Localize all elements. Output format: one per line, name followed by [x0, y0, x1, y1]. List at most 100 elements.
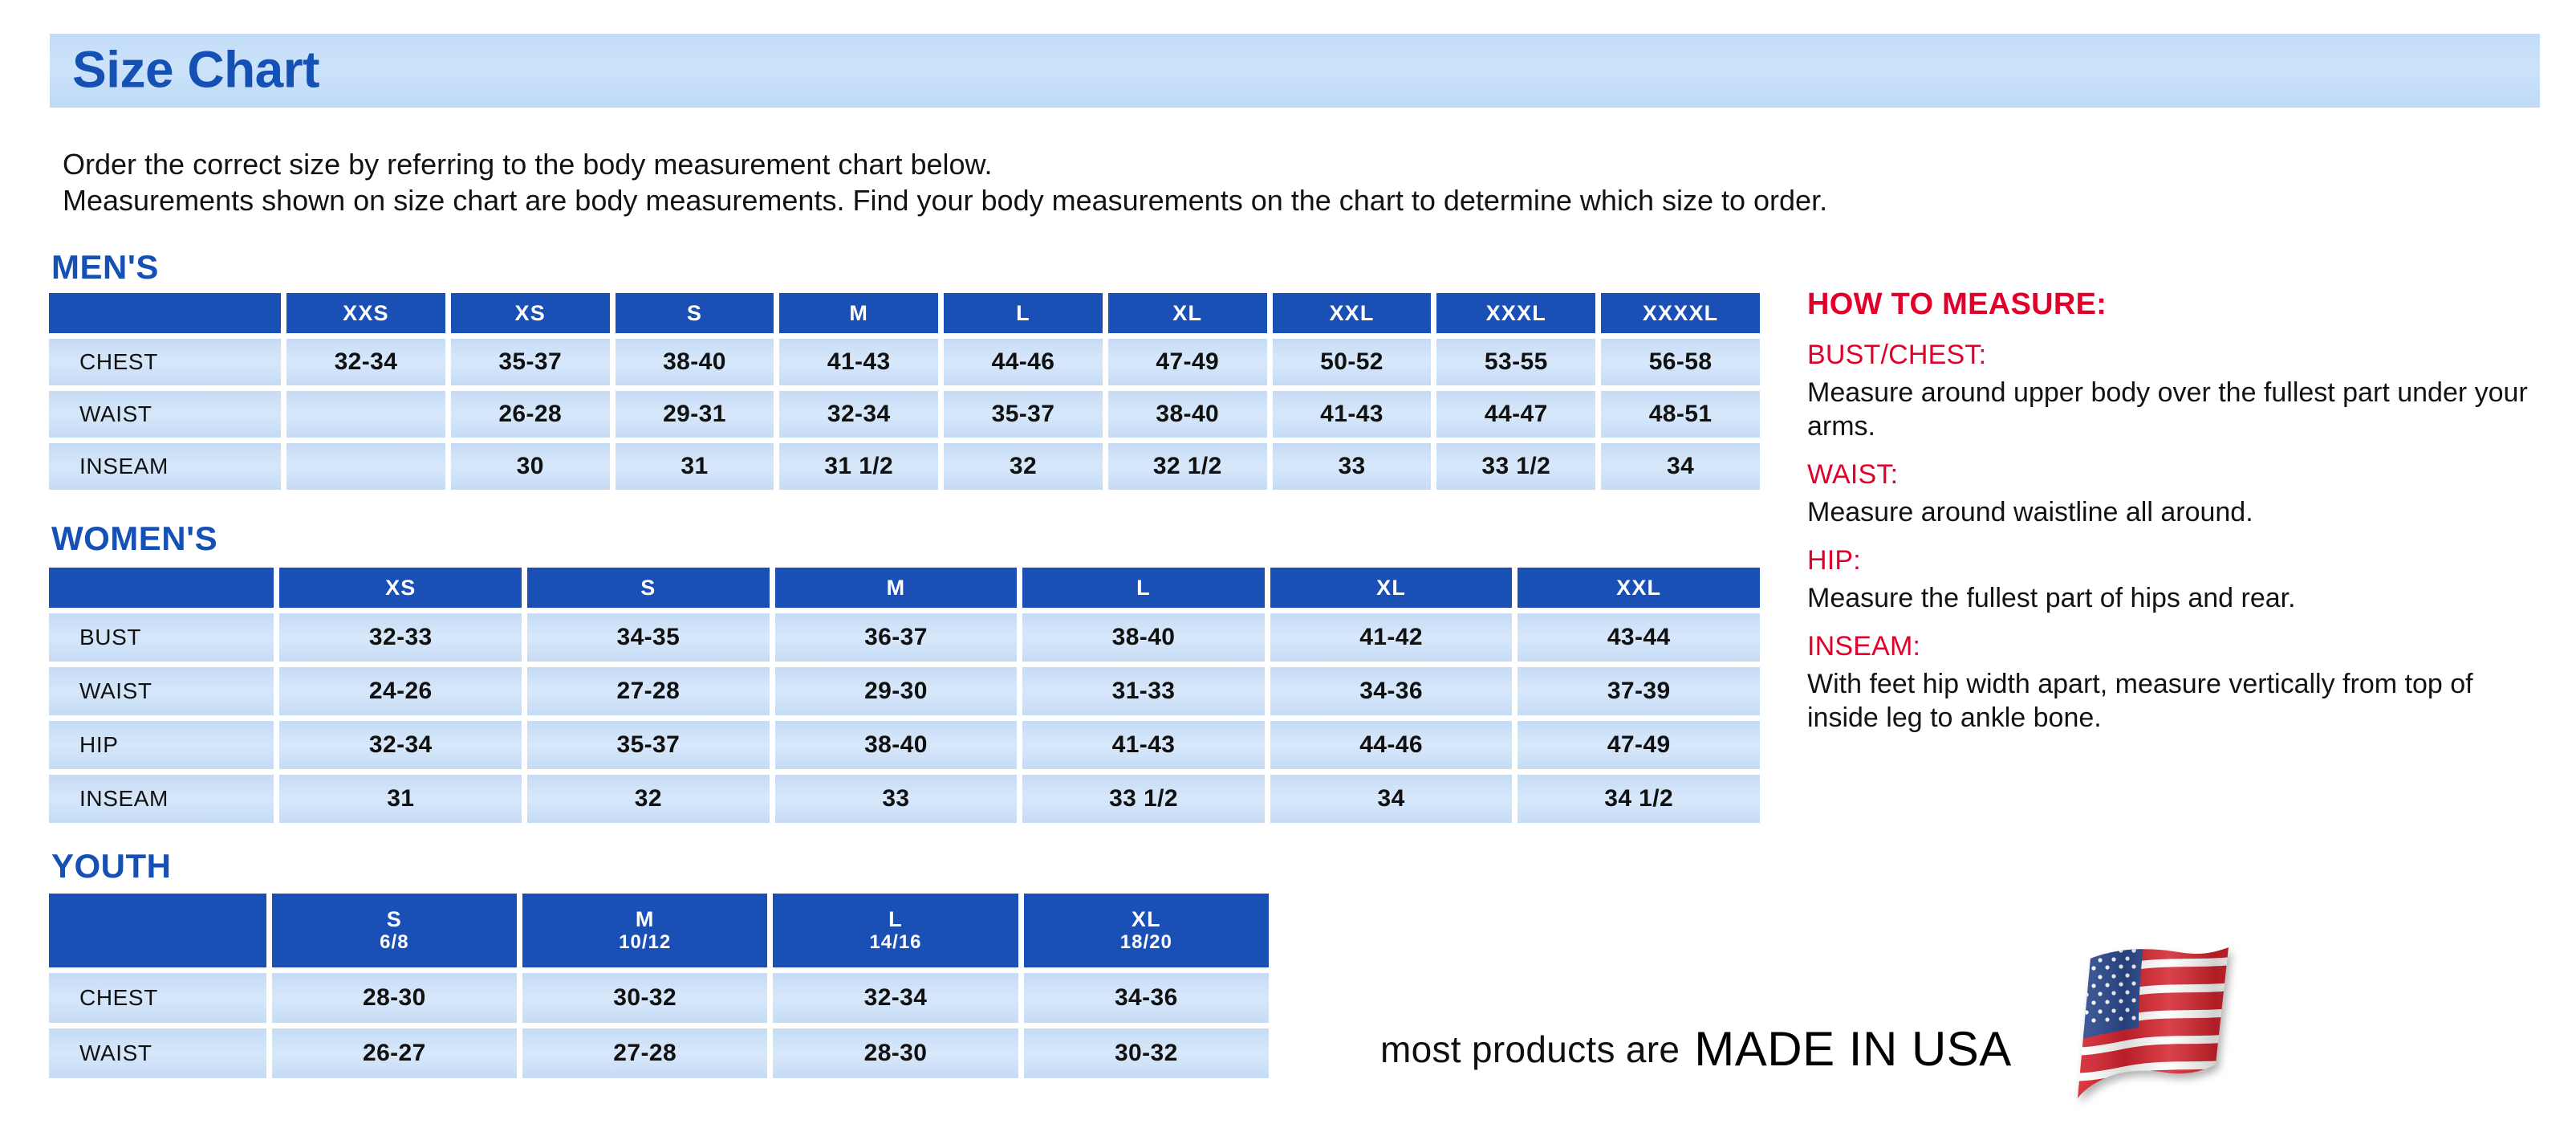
column-header-m-size: M: [635, 907, 655, 931]
column-header-m: M: [779, 293, 939, 333]
cell-bust-xs: 32-33: [279, 613, 522, 662]
table-row: INSEAM 31 32 33 33 1/2 34 34 1/2: [49, 775, 1760, 823]
column-header-s: S: [527, 568, 770, 608]
column-header-l: L: [1022, 568, 1265, 608]
table-row: HIP 32-34 35-37 38-40 41-43 44-46 47-49: [49, 721, 1760, 769]
how-to-measure-term-waist: WAIST:: [1807, 459, 1899, 490]
row-label-chest: CHEST: [49, 973, 266, 1023]
column-header-s-ages: 6/8: [380, 931, 409, 953]
cell-chest-xl: 47-49: [1107, 339, 1267, 385]
cell-chest-xxxxl: 56-58: [1601, 339, 1760, 385]
cell-inseam-m: 33: [774, 775, 1018, 823]
column-header-xs: XS: [279, 568, 522, 608]
cell-inseam-s: 31: [615, 443, 774, 490]
cell-chest-xxl: 50-52: [1272, 339, 1432, 385]
womens-size-table: XS S M L XL XXL BUST 32-33 34-35 36-37 3…: [43, 562, 1765, 829]
cell-chest-xxs: 32-34: [286, 339, 445, 385]
header-corner: [49, 894, 266, 967]
column-header-xl-ages: 18/20: [1119, 931, 1172, 953]
made-in-usa-label: MADE IN USA: [1694, 1022, 2012, 1076]
table-row: CHEST 28-30 30-32 32-34 34-36: [49, 973, 1269, 1023]
column-header-xl: XL: [1107, 293, 1267, 333]
column-header-s-size: S: [386, 907, 402, 931]
cell-chest-s: 28-30: [271, 973, 518, 1023]
table-header-row: XXS XS S M L XL XXL XXXL XXXXL: [49, 293, 1760, 333]
cell-inseam-xl: 32 1/2: [1107, 443, 1267, 490]
youth-size-table: S 6/8 M 10/12 L 14/16 XL 18/20 CHEST 28-…: [43, 888, 1274, 1084]
cell-hip-xxl: 47-49: [1518, 721, 1760, 769]
column-header-l: L: [944, 293, 1103, 333]
intro-line-1: Order the correct size by referring to t…: [63, 148, 993, 181]
size-chart-banner: Size Chart: [50, 34, 2540, 108]
how-to-measure-term-hip: HIP:: [1807, 545, 1861, 576]
cell-chest-l: 44-46: [944, 339, 1103, 385]
section-heading-mens: MEN'S: [51, 248, 159, 286]
intro-line-2: Measurements shown on size chart are bod…: [63, 184, 1828, 217]
column-header-l-size: L: [888, 907, 903, 931]
header-corner: [49, 293, 282, 333]
column-header-s: S: [615, 293, 774, 333]
page-title: Size Chart: [72, 40, 319, 99]
column-header-xs: XS: [450, 293, 610, 333]
cell-waist-xl: 38-40: [1107, 391, 1267, 438]
table-header-row: XS S M L XL XXL: [49, 568, 1760, 608]
cell-chest-s: 38-40: [615, 339, 774, 385]
made-in-usa-block: most products are MADE IN USA: [1380, 947, 2245, 1117]
cell-waist-xl: 30-32: [1023, 1028, 1269, 1078]
made-in-usa-prefix: most products are: [1380, 1028, 1680, 1070]
cell-inseam-xl: 34: [1270, 775, 1513, 823]
cell-waist-m: 27-28: [522, 1028, 768, 1078]
column-header-m-ages: 10/12: [619, 931, 672, 953]
row-label-chest: CHEST: [49, 339, 282, 385]
column-header-m: M 10/12: [522, 894, 768, 967]
table-row: BUST 32-33 34-35 36-37 38-40 41-42 43-44: [49, 613, 1760, 662]
column-header-l-ages: 14/16: [869, 931, 922, 953]
cell-waist-xs: 24-26: [279, 667, 522, 715]
cell-inseam-xxxl: 33 1/2: [1436, 443, 1596, 490]
table-header-row: S 6/8 M 10/12 L 14/16 XL 18/20: [49, 894, 1269, 967]
cell-chest-xs: 35-37: [450, 339, 610, 385]
how-to-measure-desc-inseam: With feet hip width apart, measure verti…: [1807, 669, 2473, 733]
cell-waist-xxs: [286, 391, 445, 438]
cell-bust-xxl: 43-44: [1518, 613, 1760, 662]
how-to-measure-term-bust-chest: BUST/CHEST:: [1807, 340, 1987, 370]
row-label-hip: HIP: [49, 721, 274, 769]
table-row: CHEST 32-34 35-37 38-40 41-43 44-46 47-4…: [49, 339, 1760, 385]
cell-inseam-xxl: 34 1/2: [1518, 775, 1760, 823]
column-header-xl-size: XL: [1131, 907, 1161, 931]
table-row: WAIST 24-26 27-28 29-30 31-33 34-36 37-3…: [49, 667, 1760, 715]
cell-inseam-l: 32: [944, 443, 1103, 490]
cell-hip-l: 41-43: [1022, 721, 1265, 769]
cell-hip-xs: 32-34: [279, 721, 522, 769]
cell-inseam-xxxxl: 34: [1601, 443, 1760, 490]
cell-inseam-l: 33 1/2: [1022, 775, 1265, 823]
cell-chest-m: 30-32: [522, 973, 768, 1023]
column-header-m: M: [774, 568, 1018, 608]
cell-chest-l: 32-34: [773, 973, 1018, 1023]
how-to-measure-panel: HOW TO MEASURE: BUST/CHEST: Measure arou…: [1807, 287, 2546, 735]
cell-hip-s: 35-37: [527, 721, 770, 769]
cell-waist-s: 29-31: [615, 391, 774, 438]
mens-size-table: XXS XS S M L XL XXL XXXL XXXXL CHEST 32-…: [43, 287, 1765, 495]
column-header-xxs: XXS: [286, 293, 445, 333]
cell-chest-xl: 34-36: [1023, 973, 1269, 1023]
row-label-waist: WAIST: [49, 391, 282, 438]
table-row: WAIST 26-28 29-31 32-34 35-37 38-40 41-4…: [49, 391, 1760, 438]
cell-waist-l: 35-37: [944, 391, 1103, 438]
cell-hip-xl: 44-46: [1270, 721, 1513, 769]
cell-inseam-m: 31 1/2: [779, 443, 939, 490]
cell-waist-m: 32-34: [779, 391, 939, 438]
cell-inseam-s: 32: [527, 775, 770, 823]
row-label-inseam: INSEAM: [49, 443, 282, 490]
intro-text: Order the correct size by referring to t…: [63, 146, 2534, 218]
cell-waist-xxxl: 44-47: [1436, 391, 1596, 438]
cell-chest-xxxl: 53-55: [1436, 339, 1596, 385]
cell-waist-s: 27-28: [527, 667, 770, 715]
cell-inseam-xxl: 33: [1272, 443, 1432, 490]
column-header-xxxl: XXXL: [1436, 293, 1596, 333]
column-header-xxl: XXL: [1272, 293, 1432, 333]
how-to-measure-desc-hip: Measure the fullest part of hips and rea…: [1807, 583, 2296, 613]
cell-waist-xl: 34-36: [1270, 667, 1513, 715]
cell-inseam-xs: 30: [450, 443, 610, 490]
cell-bust-s: 34-35: [527, 613, 770, 662]
